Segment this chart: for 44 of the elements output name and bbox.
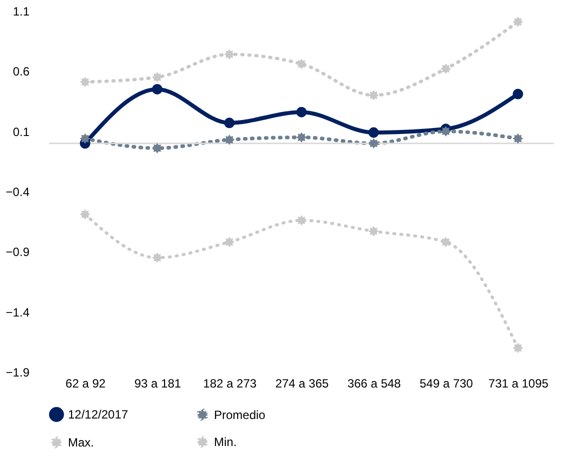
point xyxy=(512,16,524,28)
y-tick-label: −0.9 xyxy=(6,245,30,260)
x-tick-label: 62 a 92 xyxy=(66,376,106,390)
point xyxy=(512,133,524,144)
point xyxy=(368,138,379,149)
x-tick-label: 731 a 1095 xyxy=(488,376,549,390)
point xyxy=(152,84,162,94)
point xyxy=(440,126,452,137)
legend-label: 12/12/2017 xyxy=(68,408,128,422)
legend-label: Promedio xyxy=(214,408,266,422)
x-tick-label: 549 a 730 xyxy=(420,376,474,390)
x-tick-label: 182 a 273 xyxy=(203,376,257,390)
point xyxy=(368,127,379,138)
x-tick-label: 93 a 181 xyxy=(134,376,182,390)
y-tick-label: 1.1 xyxy=(12,4,30,18)
point xyxy=(512,342,524,354)
point xyxy=(368,90,379,100)
y-tick-label: 0.1 xyxy=(12,124,30,139)
point xyxy=(440,236,452,248)
point xyxy=(368,226,379,236)
point xyxy=(296,132,307,143)
point xyxy=(152,142,162,154)
legend-label: Min. xyxy=(214,435,237,449)
x-tick-label: 366 a 548 xyxy=(347,376,402,390)
point xyxy=(80,209,90,220)
point xyxy=(152,252,162,263)
point xyxy=(512,88,524,100)
point xyxy=(152,72,162,82)
point xyxy=(224,49,235,60)
point xyxy=(224,236,235,248)
point xyxy=(296,215,307,226)
y-tick-label: 0.6 xyxy=(12,64,30,79)
x-tick-label: 274 a 365 xyxy=(275,376,330,390)
point xyxy=(224,118,235,128)
legend-label: Max. xyxy=(68,436,94,450)
point xyxy=(296,58,307,70)
y-tick-label: −1.9 xyxy=(6,366,30,380)
point xyxy=(296,106,307,118)
y-tick-label: −0.4 xyxy=(6,185,30,199)
y-tick-label: −1.4 xyxy=(6,305,30,320)
point xyxy=(80,76,90,88)
point xyxy=(440,64,452,74)
point xyxy=(80,133,90,144)
point xyxy=(224,134,235,145)
